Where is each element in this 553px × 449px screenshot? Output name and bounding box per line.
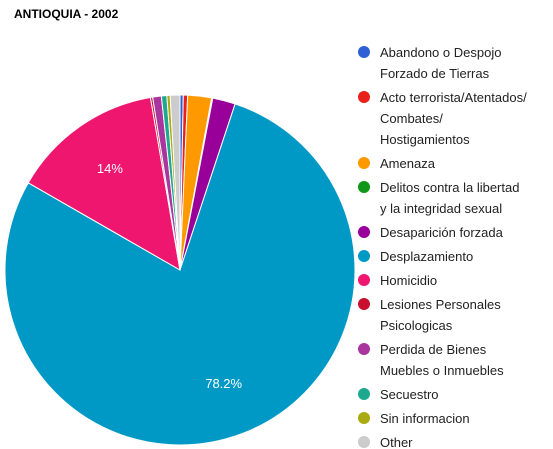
slice-label: 78.2% xyxy=(205,376,242,391)
legend-swatch xyxy=(358,157,370,169)
legend-swatch xyxy=(358,436,370,448)
legend-label: Abandono o Despojo Forzado de Tierras xyxy=(380,45,502,81)
legend-label: Desaparición forzada xyxy=(380,225,503,240)
legend-item: Other xyxy=(358,432,548,449)
legend-label: Acto terrorista/Atentados/ Combates/ Hos… xyxy=(380,90,527,147)
slice-label: 14% xyxy=(97,161,123,176)
legend-swatch xyxy=(358,298,370,310)
legend-swatch xyxy=(358,46,370,58)
legend: Abandono o Despojo Forzado de Tierras Act… xyxy=(358,42,548,449)
legend-item: Desplazamiento xyxy=(358,246,548,267)
legend-item: Secuestro xyxy=(358,384,548,405)
legend-item: Sin informacion xyxy=(358,408,548,429)
legend-item: Abandono o Despojo Forzado de Tierras xyxy=(358,42,548,84)
legend-item: Perdida de Bienes Muebles o Inmuebles xyxy=(358,339,548,381)
legend-item: Desaparición forzada xyxy=(358,222,548,243)
legend-label: Perdida de Bienes Muebles o Inmuebles xyxy=(380,342,504,378)
legend-swatch xyxy=(358,343,370,355)
legend-item: Lesiones Personales Psicologicas xyxy=(358,294,548,336)
legend-label: Homicidio xyxy=(380,273,438,288)
legend-label: Amenaza xyxy=(380,156,435,171)
legend-swatch xyxy=(358,412,370,424)
legend-label: Secuestro xyxy=(380,387,439,402)
legend-swatch xyxy=(358,226,370,238)
legend-item: Amenaza xyxy=(358,153,548,174)
legend-item: Acto terrorista/Atentados/ Combates/ Hos… xyxy=(358,87,548,150)
legend-label: Other xyxy=(380,435,413,449)
pie-slice xyxy=(27,96,181,271)
legend-swatch xyxy=(358,181,370,193)
legend-label: Sin informacion xyxy=(380,411,470,426)
legend-label: Lesiones Personales Psicologicas xyxy=(380,297,501,333)
legend-item: Homicidio xyxy=(358,270,548,291)
legend-label: Delitos contra la libertad y la integrid… xyxy=(380,180,520,216)
legend-item: Delitos contra la libertad y la integrid… xyxy=(358,177,548,219)
legend-swatch xyxy=(358,91,370,103)
legend-swatch xyxy=(358,388,370,400)
chart-title: ANTIOQUIA - 2002 xyxy=(14,7,119,21)
legend-label: Desplazamiento xyxy=(380,249,474,264)
legend-swatch xyxy=(358,274,370,286)
pie-slice xyxy=(4,103,356,446)
pie-slice xyxy=(169,94,181,271)
legend-swatch xyxy=(358,250,370,262)
